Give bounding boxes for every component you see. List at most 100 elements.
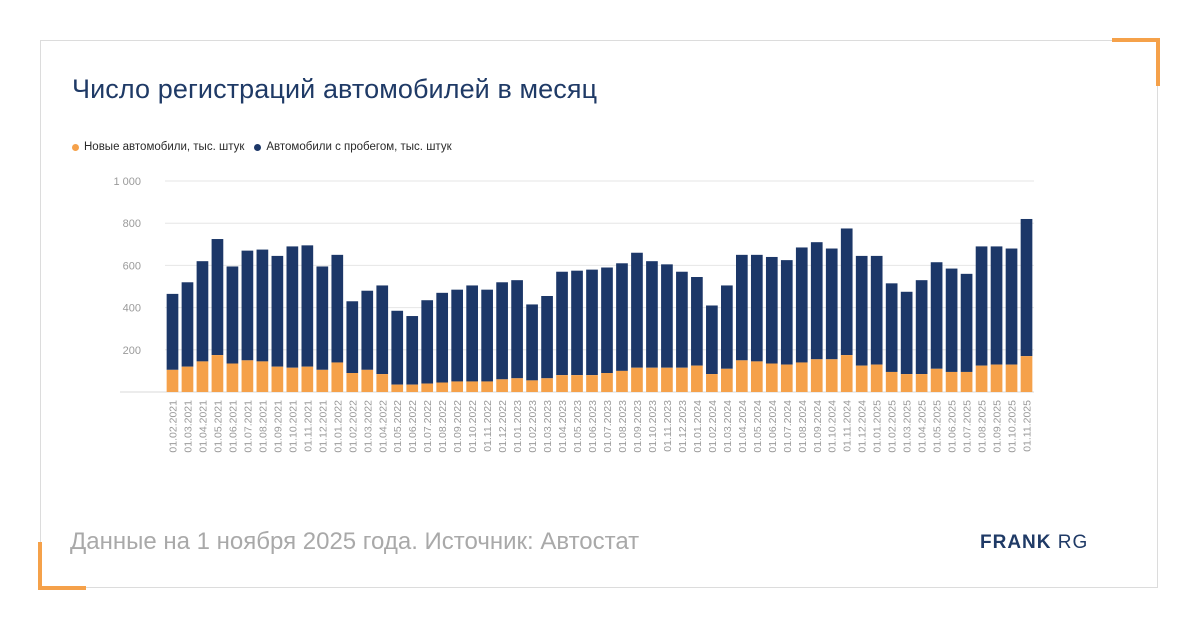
bar-used xyxy=(855,255,868,366)
x-tick-label: 01.04.2025 xyxy=(917,400,929,453)
x-tick-label: 01.04.2024 xyxy=(737,400,749,453)
bar-new xyxy=(301,366,314,392)
bar-new xyxy=(735,360,748,392)
bar-new xyxy=(646,367,658,392)
bar-used xyxy=(331,254,344,363)
bar-used xyxy=(511,280,523,379)
bar-new xyxy=(211,355,224,392)
x-tick-label: 01.11.2024 xyxy=(842,400,854,452)
bar-used xyxy=(556,271,568,376)
x-tick-label: 01.05.2021 xyxy=(212,400,224,453)
bar-new xyxy=(945,371,958,392)
bar-used xyxy=(691,277,703,366)
x-tick-label: 01.06.2023 xyxy=(587,400,599,453)
bar-new xyxy=(241,360,254,392)
x-tick-label: 01.01.2025 xyxy=(872,400,884,453)
x-tick-label: 01.06.2022 xyxy=(407,400,419,453)
bar-used xyxy=(616,263,628,371)
x-tick-label: 01.02.2023 xyxy=(527,400,539,453)
bar-new xyxy=(586,375,598,392)
bar-used xyxy=(196,261,209,362)
bar-new xyxy=(406,384,419,392)
legend-item-used: Автомобили с пробегом, тыс. штук xyxy=(254,141,452,153)
bar-new xyxy=(885,371,898,392)
x-tick-label: 01.09.2022 xyxy=(452,400,464,453)
bar-new xyxy=(556,375,568,392)
bar-new xyxy=(601,373,613,392)
bar-used xyxy=(750,254,763,362)
bar-new xyxy=(466,381,478,392)
source-note: Данные на 1 ноября 2025 года. Источник: … xyxy=(70,528,640,555)
bar-new xyxy=(436,382,449,392)
bar-new xyxy=(721,368,733,392)
bar-used xyxy=(990,246,1003,365)
x-tick-label: 01.11.2025 xyxy=(1022,400,1034,452)
bar-used xyxy=(646,261,658,368)
bar-new xyxy=(661,367,673,392)
x-tick-label: 01.10.2022 xyxy=(467,400,479,453)
brand-logo: FRANK RG xyxy=(980,532,1088,554)
x-tick-label: 01.07.2025 xyxy=(962,400,974,453)
bar-new xyxy=(421,383,434,392)
bar-used xyxy=(241,250,254,361)
bar-used xyxy=(421,300,434,384)
bar-used xyxy=(526,304,538,381)
bar-used xyxy=(391,310,404,385)
bar-new xyxy=(271,366,284,392)
x-tick-label: 01.05.2023 xyxy=(572,400,584,453)
bar-used xyxy=(466,285,478,382)
bar-new xyxy=(765,363,778,392)
y-tick-label: 200 xyxy=(123,345,141,357)
bar-new xyxy=(226,363,239,392)
bar-new xyxy=(256,361,269,392)
x-tick-label: 01.03.2023 xyxy=(542,400,554,453)
bar-new xyxy=(481,381,493,392)
bar-new xyxy=(825,359,838,392)
x-tick-label: 01.12.2024 xyxy=(857,400,869,453)
x-tick-label: 01.05.2024 xyxy=(752,400,764,453)
bar-used xyxy=(586,269,598,376)
bar-used xyxy=(376,285,389,375)
bar-new xyxy=(975,365,988,392)
x-tick-label: 01.10.2024 xyxy=(827,400,839,453)
legend-dot-new xyxy=(72,143,79,151)
bar-used xyxy=(361,290,374,370)
bar-new xyxy=(960,371,973,392)
bar-used xyxy=(271,255,284,367)
bar-used xyxy=(481,289,493,382)
bar-used xyxy=(601,267,613,374)
bar-used xyxy=(885,283,898,372)
bar-new xyxy=(900,374,913,392)
bar-used xyxy=(676,271,688,368)
bar-new xyxy=(571,375,583,392)
bar-new xyxy=(526,380,538,392)
bar-new xyxy=(496,379,508,392)
bar-new xyxy=(451,381,464,392)
bar-new xyxy=(840,355,853,392)
x-tick-label: 01.12.2021 xyxy=(317,400,329,453)
bar-used xyxy=(181,282,194,367)
x-tick-label: 01.03.2024 xyxy=(722,400,734,453)
y-tick-label: 1 000 xyxy=(113,176,141,188)
x-tick-label: 01.04.2021 xyxy=(197,400,209,453)
x-tick-label: 01.07.2023 xyxy=(602,400,614,453)
x-tick-label: 01.12.2022 xyxy=(497,400,509,453)
bar-used xyxy=(735,254,748,361)
x-tick-label: 01.08.2022 xyxy=(437,400,449,453)
bar-new xyxy=(1005,364,1018,392)
bar-new xyxy=(795,362,808,392)
y-tick-label: 600 xyxy=(123,260,141,272)
x-tick-label: 01.10.2023 xyxy=(647,400,659,453)
logo-part-rg: RG xyxy=(1057,532,1089,553)
x-tick-label: 01.11.2021 xyxy=(302,400,314,452)
x-tick-label: 01.09.2025 xyxy=(992,400,1004,453)
corner-accent-bottom-left xyxy=(38,542,86,590)
bar-new xyxy=(181,366,194,392)
x-tick-label: 01.01.2024 xyxy=(692,400,704,453)
bar-used xyxy=(945,268,958,372)
bar-used xyxy=(406,316,419,385)
legend-label-new: Новые автомобили, тыс. штук xyxy=(84,141,245,153)
bar-new xyxy=(930,368,943,392)
x-tick-label: 01.06.2025 xyxy=(947,400,959,453)
